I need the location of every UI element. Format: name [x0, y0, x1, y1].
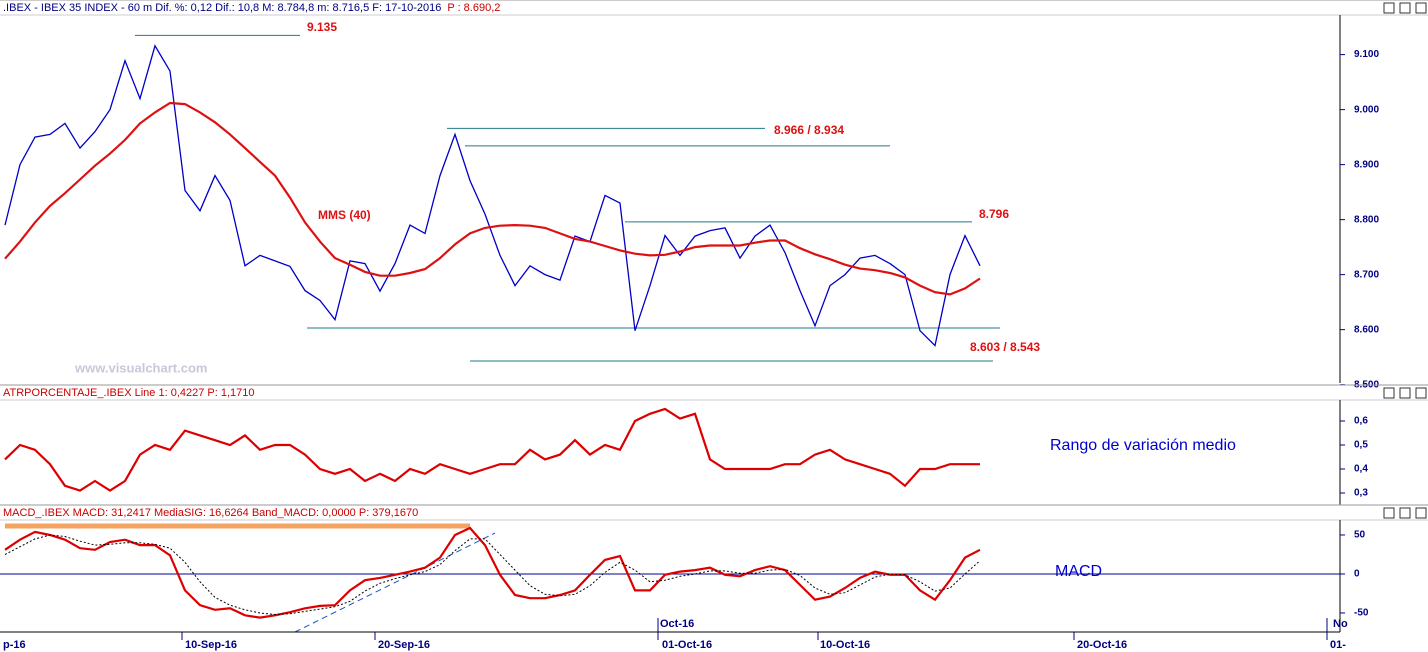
watermark: www.visualchart.com: [74, 360, 207, 375]
series-line: [4, 534, 981, 616]
y-tick-label: 8.600: [1354, 324, 1379, 335]
window-button: [1383, 387, 1395, 399]
x-tick-label: 10-Sep-16: [185, 639, 237, 651]
x-tick-label: 20-Sep-16: [378, 639, 430, 651]
window-button: [1399, 507, 1411, 519]
x-tick-label: p-16: [3, 639, 26, 651]
y-tick-label: 0,4: [1354, 464, 1368, 475]
y-tick-label: 8.700: [1354, 269, 1379, 280]
y-tick-label: 50: [1354, 530, 1366, 541]
y-tick-label: 8.800: [1354, 214, 1379, 225]
x-tick-label: 10-Oct-16: [820, 639, 870, 651]
x-tick-label: 01-: [1330, 639, 1346, 651]
x-tick-label-upper: Oct-16: [660, 618, 694, 630]
y-tick-label: 0,5: [1354, 440, 1368, 451]
window-button: [1383, 507, 1395, 519]
level-label: 8.796: [979, 207, 1009, 221]
annotation: MACD: [1055, 563, 1102, 580]
x-tick-label-upper: No: [1333, 618, 1348, 630]
series-line: [4, 407, 980, 492]
level-label: 9.135: [307, 20, 337, 34]
series-line: [4, 44, 981, 347]
window-button: [1383, 2, 1395, 14]
level-label: 8.966 / 8.934: [774, 123, 844, 137]
panel-title: MACD_.IBEX MACD: 31,2417 MediaSIG: 16,62…: [3, 507, 418, 519]
level-label: 8.603 / 8.543: [970, 340, 1040, 354]
series-line: [4, 101, 981, 296]
drawing-trendline: [294, 532, 496, 633]
window-button: [1399, 387, 1411, 399]
y-tick-label: 0,6: [1354, 416, 1368, 427]
panel-title: ATRPORCENTAJE_.IBEX Line 1: 0,4227 P: 1,…: [3, 387, 255, 399]
x-tick-label: 01-Oct-16: [662, 639, 712, 651]
window-button: [1415, 387, 1427, 399]
y-tick-label: 9.000: [1354, 104, 1379, 115]
y-tick-label: 9.100: [1354, 49, 1379, 60]
window-button: [1415, 2, 1427, 14]
y-tick-label: 0,3: [1354, 488, 1368, 499]
y-tick-label: 0: [1354, 569, 1360, 580]
annotation: Rango de variación medio: [1050, 437, 1236, 454]
y-tick-label: -50: [1354, 608, 1369, 619]
y-tick-label: 8.900: [1354, 159, 1379, 170]
x-tick-label: 20-Oct-16: [1077, 639, 1127, 651]
panel-subtitle: P : 8.690,2: [447, 2, 500, 14]
series-label: MMS (40): [318, 208, 371, 222]
window-button: [1399, 2, 1411, 14]
window-button: [1415, 507, 1427, 519]
series-line: [4, 526, 981, 619]
panel-title: .IBEX - IBEX 35 INDEX - 60 m Dif. %: 0,1…: [3, 2, 441, 14]
